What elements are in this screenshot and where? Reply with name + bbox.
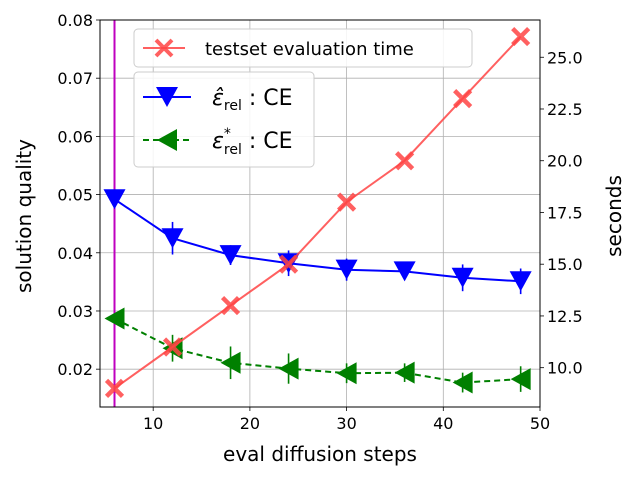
data-point	[220, 351, 241, 374]
y-right-tick-label: 25.0	[547, 48, 583, 67]
legend-ce-hat-tail: : CE	[242, 86, 293, 111]
data-point	[394, 361, 415, 384]
legend-time: testset evaluation time	[133, 28, 473, 68]
legend-ce-star-label: ε* rel : CE	[212, 126, 293, 158]
y-right-tick-label: 15.0	[547, 255, 583, 274]
plot-frame	[99, 19, 541, 408]
data-point	[278, 357, 299, 380]
legend-ce-star-sub: rel	[224, 142, 242, 158]
data-point	[395, 151, 415, 171]
series-0	[104, 26, 531, 398]
series-2	[104, 307, 531, 394]
y-left-tick-label: 0.06	[57, 127, 93, 146]
x-axis-title: eval diffusion steps	[223, 442, 417, 466]
data-point	[162, 337, 183, 357]
y-right-tick-label: 20.0	[547, 152, 583, 171]
data-point	[335, 259, 358, 280]
series-1	[103, 189, 532, 295]
data-point	[509, 271, 532, 292]
data-point	[451, 267, 474, 288]
legend-quality-box	[133, 71, 315, 168]
y-left-tick-label: 0.07	[57, 69, 93, 88]
legend-time-box	[133, 28, 473, 68]
data-point	[161, 228, 184, 249]
legend-quality: ε̂rel : CE ε* rel : CE	[133, 71, 315, 168]
y-right-tick-label: 22.5	[547, 100, 583, 119]
data-point	[393, 261, 416, 282]
data-point	[452, 371, 473, 394]
data-point	[104, 378, 125, 398]
y-left-tick-label: 0.03	[57, 302, 93, 321]
x-tick-label: 50	[530, 414, 550, 433]
legend-ce-hat-marker	[156, 87, 178, 107]
y-left-axis-title: solution quality	[12, 139, 36, 293]
data-point	[104, 307, 125, 330]
x-tick-label: 10	[143, 414, 163, 433]
x-tick-label: 40	[433, 414, 453, 433]
series-line	[113, 35, 522, 390]
data-point	[337, 192, 357, 212]
legend-ce-star-sup: *	[224, 126, 231, 142]
ticks: 10 20 30 40 50 0.02 0.03 0.04 0.05 0.06 0.07 0.08 10…	[57, 11, 582, 433]
data-point	[220, 296, 241, 316]
y-left-tick-label: 0.04	[57, 244, 93, 263]
legend-ce-star-tail: : CE	[242, 129, 293, 154]
data-point	[219, 245, 242, 266]
x-tick-label: 20	[240, 414, 260, 433]
y-left-tick-label: 0.05	[57, 186, 93, 205]
y-left-tick-label: 0.08	[57, 11, 93, 30]
legend-ce-hat-sub: rel	[224, 98, 242, 114]
data-point	[103, 189, 126, 210]
series-layer	[103, 26, 532, 398]
data-point	[336, 362, 357, 385]
legend-ce-hat-symbol: ε̂	[212, 86, 224, 111]
y-right-tick-label: 12.5	[547, 307, 583, 326]
legend-ce-star-symbol: ε	[212, 129, 224, 154]
data-point	[278, 254, 299, 274]
y-right-axis-title: seconds	[602, 175, 626, 257]
series-line	[113, 198, 521, 283]
legend-time-label: testset evaluation time	[205, 39, 414, 60]
data-point	[453, 89, 473, 109]
legend-time-marker	[154, 38, 174, 58]
data-point	[510, 368, 531, 391]
y-left-tick-label: 0.02	[57, 360, 93, 379]
data-point	[511, 26, 531, 47]
legend-ce-hat-label: ε̂rel : CE	[212, 86, 293, 114]
legend-ce-star-marker	[157, 129, 177, 151]
y-right-tick-label: 17.5	[547, 203, 583, 222]
x-tick-label: 30	[336, 414, 356, 433]
y-right-tick-label: 10.0	[547, 359, 583, 378]
